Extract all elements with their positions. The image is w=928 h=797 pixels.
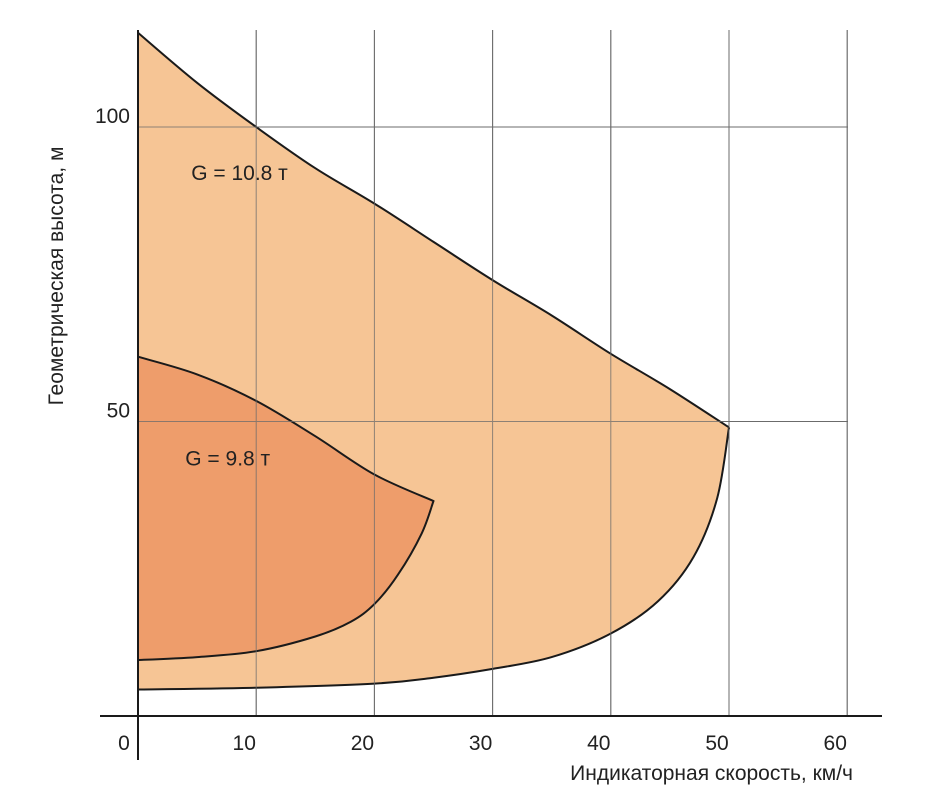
y-tick-label-50: 50 <box>107 400 130 423</box>
origin-label: 0 <box>118 732 130 755</box>
x-tick-label-20: 20 <box>351 732 374 755</box>
grid-overlay <box>138 30 848 716</box>
x-tick-label-40: 40 <box>587 732 610 755</box>
region-labels: G = 10.8 т G = 9.8 т <box>185 162 288 471</box>
y-tick-label-100: 100 <box>95 105 130 128</box>
y-axis-label: Геометрическая высота, м <box>45 147 68 406</box>
axes <box>100 30 882 760</box>
envelope-region-2 <box>137 355 435 662</box>
x-axis-label: Индикаторная скорость, км/ч <box>570 762 853 785</box>
region-label-1: G = 10.8 т <box>191 162 288 185</box>
region-label-2: G = 9.8 т <box>185 448 270 471</box>
tick-labels: 0 10 20 30 40 50 60 50 100 <box>95 105 847 755</box>
x-tick-label-50: 50 <box>705 732 728 755</box>
x-tick-label-60: 60 <box>824 732 847 755</box>
x-tick-label-10: 10 <box>233 732 256 755</box>
regions <box>137 30 730 691</box>
x-tick-label-30: 30 <box>469 732 492 755</box>
